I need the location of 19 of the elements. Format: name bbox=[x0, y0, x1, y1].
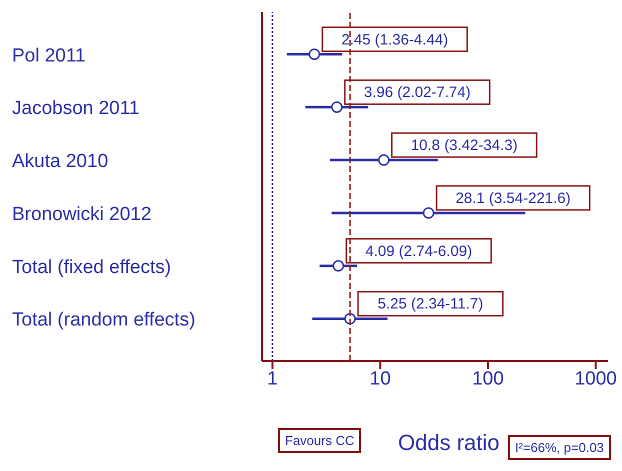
data-label: 28.1 (3.54-221.6) bbox=[456, 190, 571, 207]
y-tick-label: Bronowicki 2012 bbox=[12, 204, 152, 225]
data-label: 3.96 (2.02-7.74) bbox=[364, 84, 471, 102]
y-tick-label: Jacobson 2011 bbox=[12, 98, 140, 120]
x-tick-label: 1 bbox=[267, 368, 278, 390]
note-box: Favours CC bbox=[278, 428, 362, 453]
x-tick-label: 100 bbox=[472, 368, 504, 390]
x-axis-title: Odds ratio bbox=[398, 430, 500, 456]
y-tick-label: Total (random effects) bbox=[12, 310, 196, 331]
data-label: 5.25 (2.34-11.7) bbox=[378, 296, 484, 313]
y-tick-label: Total (fixed effects) bbox=[12, 256, 172, 278]
note-box: I²=66%, p=0.03 bbox=[508, 435, 611, 460]
y-tick-label: Pol 2011 bbox=[12, 45, 86, 66]
x-tick-label: 10 bbox=[370, 368, 391, 390]
data-label: 10.8 (3.42-34.3) bbox=[410, 137, 518, 154]
y-tick-label: Akuta 2010 bbox=[12, 151, 108, 172]
data-label: 2.45 (1.36-4.44) bbox=[341, 31, 448, 48]
data-label: 4.09 (2.74-6.09) bbox=[365, 242, 472, 260]
x-tick-label: 1000 bbox=[574, 368, 617, 390]
